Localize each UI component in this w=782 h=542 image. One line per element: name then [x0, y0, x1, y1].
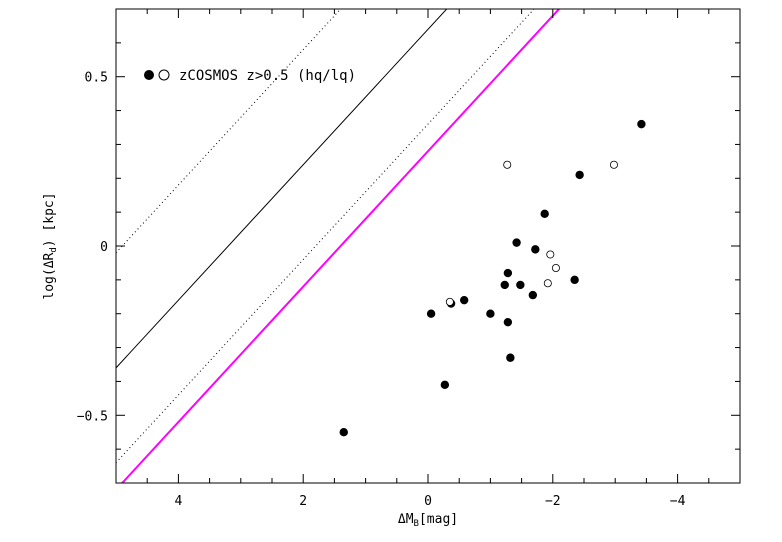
- point-filled: [440, 380, 450, 390]
- x-tick-label: −4: [670, 494, 686, 509]
- point-filled: [512, 238, 521, 247]
- y-tick-label: 0: [100, 240, 108, 255]
- x-tick-label: 2: [299, 494, 307, 509]
- x-tick-label: −2: [545, 494, 561, 509]
- point-open: [609, 160, 618, 169]
- line-dotted-lower: [116, 9, 535, 464]
- point-filled: [506, 353, 515, 362]
- x-axis-label: ΔMB[mag]: [398, 512, 458, 529]
- point-filled: [528, 290, 538, 300]
- point-open: [503, 160, 512, 169]
- point-filled: [426, 309, 436, 318]
- legend-open-marker: [158, 69, 170, 81]
- x-tick-label: 4: [174, 494, 182, 509]
- point-filled: [503, 317, 513, 327]
- line-solid: [116, 9, 448, 369]
- legend: zCOSMOS z>0.5 (hq/lq): [144, 68, 356, 84]
- axis-ticks: 4 2 0 −2 −4 0.5 0 −0.5: [77, 8, 741, 509]
- point-open: [551, 264, 560, 273]
- legend-filled-marker: [144, 70, 154, 80]
- relation-lines: [116, 9, 561, 483]
- line-dotted-upper: [116, 9, 342, 254]
- point-filled: [500, 280, 509, 290]
- point-filled: [637, 119, 646, 129]
- legend-label: zCOSMOS z>0.5 (hq/lq): [179, 68, 356, 84]
- point-filled: [575, 170, 584, 180]
- y-tick-label: 0.5: [85, 71, 108, 86]
- point-filled: [531, 245, 540, 254]
- point-filled: [486, 309, 495, 318]
- y-axis-label: log(ΔRd) [kpc]: [42, 192, 59, 299]
- point-filled: [516, 280, 525, 290]
- point-filled: [570, 275, 579, 285]
- point-open: [543, 279, 552, 288]
- y-tick-label: −0.5: [77, 409, 108, 424]
- point-filled: [339, 428, 348, 437]
- point-filled: [540, 209, 549, 219]
- data-points: [339, 119, 646, 437]
- point-filled: [503, 268, 513, 278]
- point-open: [445, 297, 454, 306]
- line-magenta-fit: [120, 9, 561, 483]
- point-filled: [459, 295, 469, 305]
- point-open: [546, 250, 555, 259]
- x-tick-label: 0: [424, 494, 432, 509]
